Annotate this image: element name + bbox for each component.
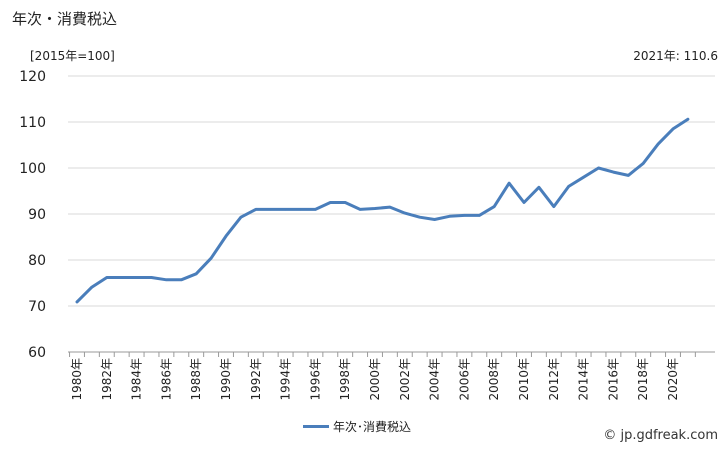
- data-point: [284, 208, 287, 211]
- data-point: [627, 174, 630, 177]
- legend-swatch: [303, 425, 329, 428]
- data-point: [254, 208, 257, 211]
- data-point: [135, 276, 138, 279]
- data-point: [418, 216, 421, 219]
- legend: 年次･消費税込: [303, 418, 411, 435]
- x-tick-label: 2000年: [368, 358, 382, 401]
- data-point: [195, 272, 198, 275]
- x-tick-label: 1986年: [159, 358, 173, 401]
- data-point: [433, 218, 436, 221]
- x-tick-label: 2016年: [606, 358, 620, 401]
- legend-label: 年次･消費税込: [333, 420, 412, 434]
- x-tick-label: 1994年: [279, 358, 293, 401]
- x-axis: [68, 351, 715, 357]
- data-point: [269, 208, 272, 211]
- data-point: [597, 166, 600, 170]
- data-point: [314, 208, 317, 211]
- x-tick-label: 2006年: [457, 358, 471, 401]
- data-point: [120, 276, 123, 279]
- x-tick-label: 2020年: [666, 358, 680, 401]
- x-tick-label: 1980年: [70, 358, 84, 401]
- data-point: [373, 207, 377, 210]
- data-point: [388, 205, 392, 209]
- x-tick-label: 1996年: [308, 358, 322, 401]
- x-tick-label: 2002年: [398, 358, 412, 401]
- y-tick-label: 110: [19, 115, 46, 131]
- y-tick-label: 70: [28, 299, 46, 315]
- data-point: [150, 276, 153, 279]
- x-tick-label: 2004年: [428, 358, 442, 401]
- data-point: [90, 285, 94, 289]
- data-point: [507, 181, 511, 185]
- chart-title: 年次・消費税込: [12, 10, 118, 28]
- data-point: [105, 276, 109, 279]
- x-tick-label: 1984年: [130, 358, 144, 401]
- data-point: [165, 278, 168, 281]
- data-point: [671, 127, 675, 131]
- data-point: [656, 142, 660, 146]
- data-point: [537, 186, 541, 189]
- y-tick-label: 60: [28, 345, 46, 361]
- series-group: [75, 117, 690, 304]
- data-point: [448, 215, 451, 218]
- data-point: [180, 278, 183, 281]
- y-tick-label: 100: [19, 161, 46, 177]
- data-point: [552, 205, 555, 208]
- data-point: [567, 185, 570, 188]
- data-point: [403, 211, 406, 215]
- data-point: [209, 256, 213, 260]
- data-point: [463, 214, 466, 217]
- data-point: [582, 176, 585, 179]
- x-tick-label: 1992年: [249, 358, 263, 401]
- x-tick-label: 1988年: [189, 358, 203, 401]
- data-point: [358, 208, 362, 211]
- x-tick-label: 2012年: [547, 358, 561, 401]
- x-tick-label: 1990年: [219, 358, 233, 401]
- x-tick-label: 2010年: [517, 358, 531, 401]
- x-tick-label: 2008年: [487, 358, 501, 401]
- y-tick-label: 90: [28, 207, 46, 223]
- grid-lines: [68, 75, 715, 353]
- data-point: [344, 201, 347, 204]
- source-credit: © jp.gdfreak.com: [603, 428, 718, 443]
- data-point: [478, 214, 481, 217]
- y-tick-label: 80: [28, 253, 46, 269]
- latest-value-label: 2021年: 110.6: [633, 49, 718, 63]
- series-line: [75, 117, 690, 304]
- y-axis-ticks: 60 70 80 90 100 110 120: [19, 69, 46, 361]
- data-point: [329, 201, 332, 204]
- x-tick-label: 1982年: [100, 358, 114, 401]
- data-point: [612, 170, 615, 174]
- unit-label: [2015年=100]: [30, 49, 115, 63]
- data-point: [224, 234, 228, 238]
- y-tick-label: 120: [19, 69, 46, 85]
- x-tick-label: 2014年: [577, 358, 591, 401]
- data-point: [493, 205, 496, 208]
- data-point: [686, 118, 690, 121]
- data-point: [299, 208, 302, 211]
- x-tick-label: 1998年: [338, 358, 352, 401]
- data-point: [75, 300, 79, 304]
- data-point: [522, 201, 526, 204]
- data-point: [239, 216, 243, 219]
- x-axis-ticks: 1980年 1982年 1984年 1986年 1988年 1990年 1992年 1994年…: [70, 358, 680, 401]
- x-tick-label: 2018年: [636, 358, 650, 401]
- data-point: [642, 162, 645, 165]
